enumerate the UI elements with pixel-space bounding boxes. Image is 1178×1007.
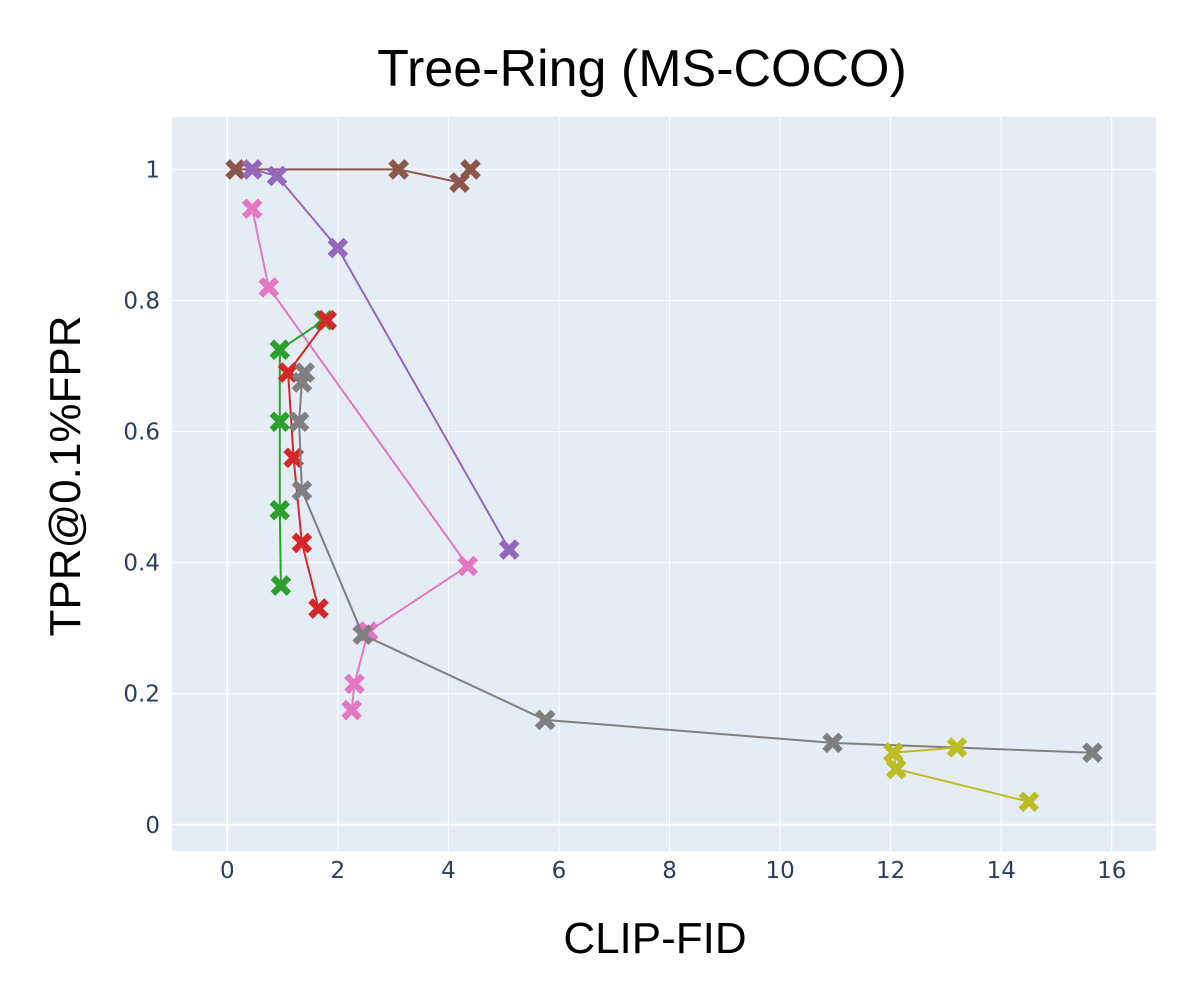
- data-point: [241, 198, 263, 220]
- series-4: [277, 309, 338, 619]
- series-6: [883, 737, 1040, 813]
- data-point: [534, 709, 556, 731]
- x-axis-ticks: 0 2 4 6 8 10 12 14 16: [220, 858, 1126, 884]
- data-point: [270, 575, 292, 596]
- data-point: [225, 159, 246, 180]
- y-axis-ticks: 0 0.2 0.4 0.6 0.8 1: [123, 157, 160, 838]
- data-point: [308, 598, 329, 619]
- x-tick-label: 14: [987, 858, 1016, 884]
- data-point: [258, 277, 280, 298]
- gridlines: [172, 117, 1156, 851]
- y-axis-title: TPR@0.1%FPR: [41, 316, 90, 637]
- data-point: [883, 742, 904, 763]
- data-point: [1082, 742, 1103, 763]
- series-line: [251, 168, 511, 550]
- data-point: [241, 159, 263, 180]
- x-tick-label: 8: [662, 858, 677, 884]
- data-point: [283, 447, 304, 469]
- series-layer: [225, 159, 1103, 813]
- series-line: [892, 746, 1030, 803]
- y-tick-label: 0.8: [123, 289, 160, 315]
- series-line: [298, 372, 1093, 754]
- x-tick-label: 6: [552, 858, 567, 884]
- data-point: [498, 539, 520, 560]
- data-point: [327, 237, 349, 259]
- data-point: [460, 159, 481, 180]
- data-point: [269, 499, 291, 521]
- x-axis-title: CLIP-FID: [563, 914, 746, 963]
- chart-title: Tree-Ring (MS-COCO): [377, 40, 907, 98]
- y-tick-label: 0.4: [123, 551, 160, 577]
- x-tick-label: 0: [220, 858, 235, 884]
- data-point: [291, 532, 313, 554]
- x-tick-label: 10: [765, 858, 794, 884]
- data-point: [291, 372, 313, 393]
- y-tick-label: 0.2: [123, 682, 160, 708]
- data-point: [1018, 791, 1040, 813]
- x-tick-label: 2: [331, 858, 346, 884]
- data-point: [288, 411, 310, 433]
- data-point: [341, 699, 362, 721]
- series-5: [288, 362, 1103, 763]
- data-point: [946, 737, 968, 758]
- data-point: [457, 555, 479, 577]
- x-tick-label: 16: [1097, 858, 1126, 884]
- data-point: [352, 624, 374, 646]
- data-point: [388, 159, 409, 180]
- x-tick-label: 4: [441, 858, 456, 884]
- series-1: [241, 159, 520, 560]
- data-point: [344, 673, 365, 695]
- data-point: [266, 165, 288, 187]
- data-point: [822, 732, 843, 754]
- y-tick-label: 1: [145, 157, 160, 183]
- y-tick-label: 0.6: [123, 420, 160, 446]
- y-tick-label: 0: [145, 813, 160, 839]
- x-tick-label: 12: [876, 858, 905, 884]
- data-point: [885, 758, 907, 780]
- data-point: [269, 411, 291, 433]
- series-0: [225, 159, 481, 193]
- data-point: [316, 309, 338, 331]
- data-point: [291, 480, 313, 501]
- data-point: [269, 339, 291, 360]
